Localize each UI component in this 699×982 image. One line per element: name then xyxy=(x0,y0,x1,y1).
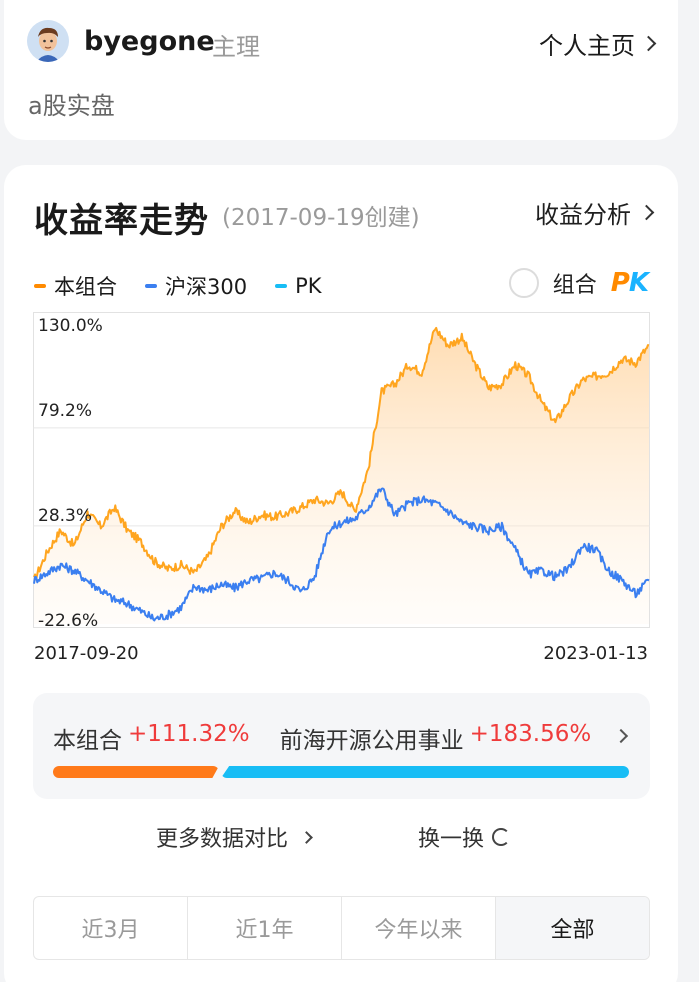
y-tick-label: 28.3% xyxy=(38,506,93,526)
compare-b-label: 前海开源公用事业 xyxy=(279,728,464,754)
period-tabs: 近3月 近1年 今年以来 全部 xyxy=(33,896,650,960)
returns-chart[interactable] xyxy=(33,312,650,628)
radio-icon[interactable] xyxy=(508,268,539,298)
chevron-right-icon xyxy=(613,728,629,744)
y-tick-label: 130.0% xyxy=(38,316,103,336)
refresh-icon xyxy=(492,828,511,846)
legend-label: 沪深300 xyxy=(165,275,248,299)
x-start-label: 2017-09-20 xyxy=(34,643,139,664)
compare-a-label: 本组合 xyxy=(53,728,122,754)
comparison-text: 本组合 +111.32% 前海开源公用事业 +183.56% xyxy=(53,721,591,755)
legend-label: 本组合 xyxy=(54,275,117,299)
legend-pk: PK xyxy=(275,271,322,301)
tab-ytd[interactable]: 今年以来 xyxy=(342,897,496,959)
compare-bar-portfolio xyxy=(53,766,219,778)
chevron-right-icon xyxy=(638,204,655,221)
section-title: 收益率走势 xyxy=(34,201,209,241)
compare-a-value: +111.32% xyxy=(128,721,250,747)
role-badge: 主理 xyxy=(212,33,260,61)
refresh-label: 换一换 xyxy=(418,827,485,852)
pk-logo: PK xyxy=(610,268,649,298)
tab-1y[interactable]: 近1年 xyxy=(188,897,342,959)
legend-swatch xyxy=(145,284,157,288)
compare-bar-fund xyxy=(221,766,629,778)
refresh-button[interactable]: 换一换 xyxy=(418,821,511,853)
x-end-label: 2023-01-13 xyxy=(543,643,648,664)
returns-card: 收益率走势 (2017-09-19创建) 收益分析 本组合 沪深300 PK 组… xyxy=(4,165,678,982)
legend-portfolio: 本组合 xyxy=(34,271,117,301)
series-line-hs300 xyxy=(33,487,650,622)
avatar[interactable] xyxy=(27,20,69,62)
pk-toggle[interactable]: 组合 PK xyxy=(508,267,649,299)
legend-hs300: 沪深300 xyxy=(145,271,247,301)
compare-b-value: +183.56% xyxy=(469,721,592,747)
portfolio-description: a股实盘 xyxy=(28,92,115,120)
legend-swatch xyxy=(34,284,46,288)
more-data-link[interactable]: 更多数据对比 xyxy=(156,821,313,853)
profile-card: byegone 主理 个人主页 a股实盘 xyxy=(4,0,678,140)
chart-legend: 本组合 沪深300 PK xyxy=(34,271,322,301)
legend-label: PK xyxy=(295,274,322,298)
y-tick-label: 79.2% xyxy=(38,401,93,421)
analysis-link-label: 收益分析 xyxy=(535,201,631,229)
tab-3m[interactable]: 近3月 xyxy=(34,897,188,959)
chevron-right-icon xyxy=(640,35,657,52)
series-area-portfolio xyxy=(34,327,649,624)
created-date: (2017-09-19创建) xyxy=(222,205,420,231)
pk-toggle-label: 组合 xyxy=(552,273,597,298)
more-data-label: 更多数据对比 xyxy=(156,827,289,852)
username[interactable]: byegone xyxy=(84,26,215,57)
comparison-panel[interactable]: 本组合 +111.32% 前海开源公用事业 +183.56% xyxy=(33,693,650,799)
y-tick-label: -22.6% xyxy=(38,611,99,631)
chevron-right-icon xyxy=(300,830,313,844)
profile-link-label: 个人主页 xyxy=(539,32,635,60)
tab-all[interactable]: 全部 xyxy=(496,897,649,959)
legend-swatch xyxy=(275,284,288,288)
series-line-portfolio xyxy=(33,326,650,581)
chart-frame xyxy=(33,312,650,628)
profile-link[interactable]: 个人主页 xyxy=(539,26,657,61)
analysis-link[interactable]: 收益分析 xyxy=(535,195,655,230)
